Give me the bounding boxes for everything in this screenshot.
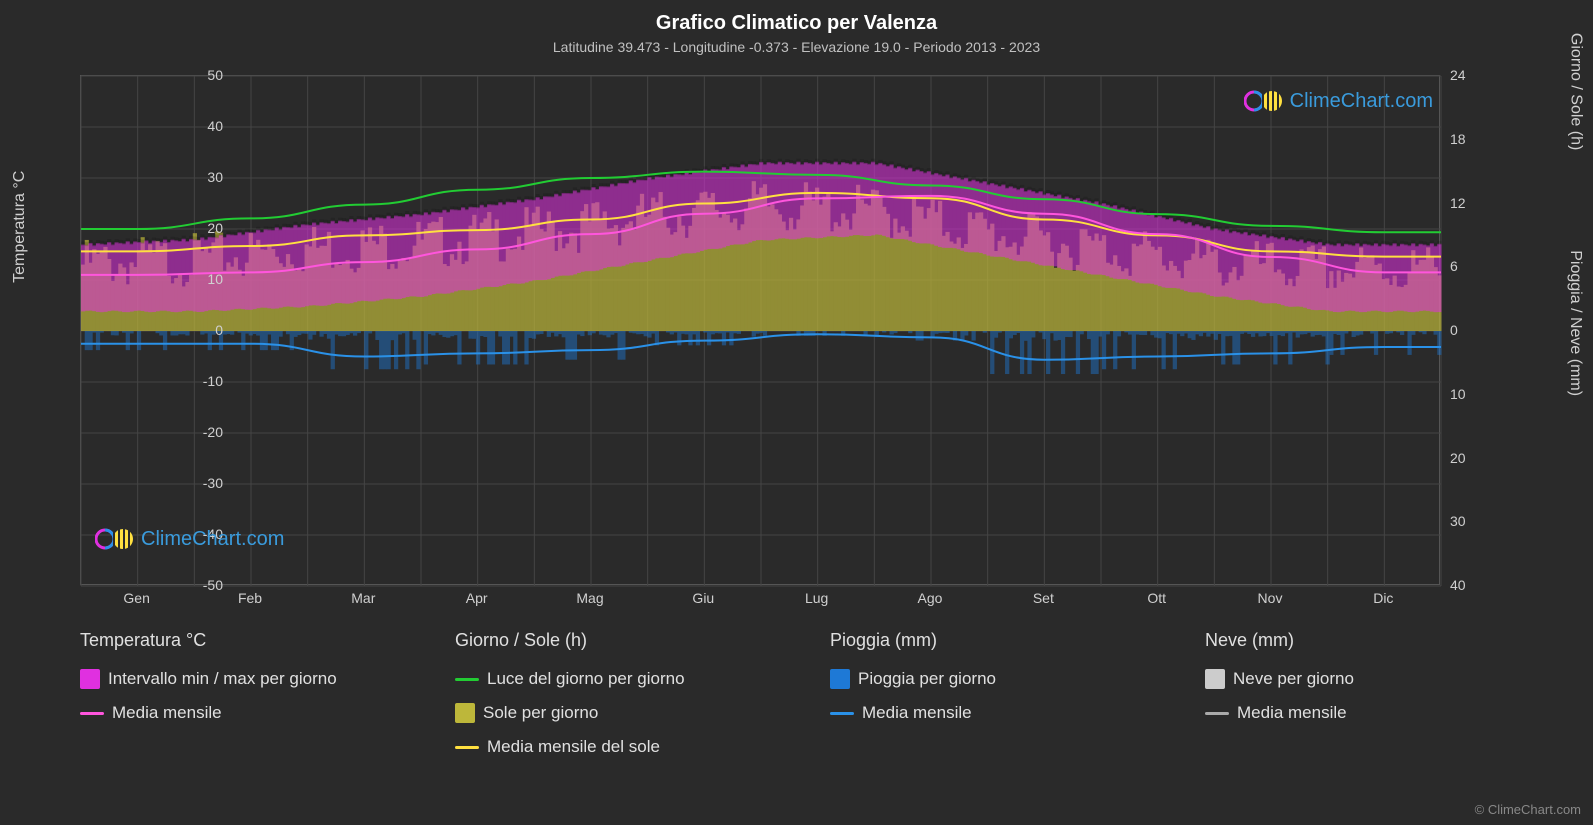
legend-label: Luce del giorno per giorno [487,669,685,689]
x-month-tick: Set [1033,590,1054,606]
legend-item: Media mensile [80,703,395,723]
legend-header: Neve (mm) [1205,630,1520,651]
legend-swatch [830,669,850,689]
legend-swatch [455,746,479,749]
y-left-tick: 40 [207,118,223,134]
legend-item: Pioggia per giorno [830,669,1145,689]
legend-swatch [1205,669,1225,689]
legend-label: Intervallo min / max per giorno [108,669,337,689]
x-month-tick: Ott [1147,590,1166,606]
y-right-tick: 10 [1450,386,1466,402]
x-month-tick: Mag [576,590,603,606]
chart-title: Grafico Climatico per Valenza [0,0,1593,35]
legend-swatch [80,669,100,689]
legend-item: Neve per giorno [1205,669,1520,689]
x-month-tick: Lug [805,590,828,606]
y-right-tick: 0 [1450,322,1458,338]
y-left-tick: -50 [203,577,223,593]
y-right-tick: 40 [1450,577,1466,593]
copyright: © ClimeChart.com [1475,802,1581,817]
legend-item: Media mensile del sole [455,737,770,757]
legend-swatch [80,712,104,715]
y-right-tick: 30 [1450,513,1466,529]
y-left-tick: -20 [203,424,223,440]
watermark-bottom: ClimeChart.com [95,525,284,553]
legend-header: Giorno / Sole (h) [455,630,770,651]
y-left-tick: 20 [207,220,223,236]
plot-area [80,75,1440,585]
axis-title-left: Temperatura °C [11,171,29,283]
x-month-tick: Mar [351,590,375,606]
legend-label: Neve per giorno [1233,669,1354,689]
x-month-tick: Gen [123,590,149,606]
y-right-tick: 18 [1450,131,1466,147]
legend-swatch [830,712,854,715]
legend-item: Media mensile [1205,703,1520,723]
legend-label: Sole per giorno [483,703,598,723]
y-right-tick: 12 [1450,195,1466,211]
x-month-tick: Nov [1258,590,1283,606]
y-right-tick: 20 [1450,450,1466,466]
y-left-tick: 30 [207,169,223,185]
y-left-tick: 50 [207,67,223,83]
legend-label: Media mensile del sole [487,737,660,757]
y-right-tick: 24 [1450,67,1466,83]
legend-label: Media mensile [112,703,222,723]
axis-title-right-bottom: Pioggia / Neve (mm) [1566,250,1584,396]
plot-svg [81,76,1439,584]
y-left-tick: -30 [203,475,223,491]
legend-label: Media mensile [862,703,972,723]
legend-col-temp: Temperatura °C Intervallo min / max per g… [80,630,395,757]
legend-swatch [455,678,479,681]
legend-col-rain: Pioggia (mm) Pioggia per giorno Media mens… [830,630,1145,757]
legend-label: Media mensile [1237,703,1347,723]
y-right-tick: 6 [1450,258,1458,274]
legend-header: Pioggia (mm) [830,630,1145,651]
x-month-tick: Apr [466,590,488,606]
y-left-tick: 10 [207,271,223,287]
chart-subtitle: Latitudine 39.473 - Longitudine -0.373 -… [0,35,1593,55]
legend: Temperatura °C Intervallo min / max per g… [80,630,1520,757]
legend-item: Sole per giorno [455,703,770,723]
legend-swatch [1205,712,1229,715]
legend-col-snow: Neve (mm) Neve per giorno Media mensile [1205,630,1520,757]
x-month-tick: Ago [918,590,943,606]
climate-chart: Grafico Climatico per Valenza Latitudine… [0,0,1593,825]
x-month-tick: Dic [1373,590,1393,606]
y-left-tick: 0 [215,322,223,338]
axis-title-right-top: Giorno / Sole (h) [1566,33,1584,150]
watermark-top: ClimeChart.com [1244,87,1433,115]
x-month-tick: Feb [238,590,262,606]
y-left-tick: -10 [203,373,223,389]
legend-item: Intervallo min / max per giorno [80,669,395,689]
legend-item: Luce del giorno per giorno [455,669,770,689]
legend-item: Media mensile [830,703,1145,723]
x-month-tick: Giu [692,590,714,606]
legend-label: Pioggia per giorno [858,669,996,689]
legend-header: Temperatura °C [80,630,395,651]
legend-col-sun: Giorno / Sole (h) Luce del giorno per gio… [455,630,770,757]
legend-swatch [455,703,475,723]
